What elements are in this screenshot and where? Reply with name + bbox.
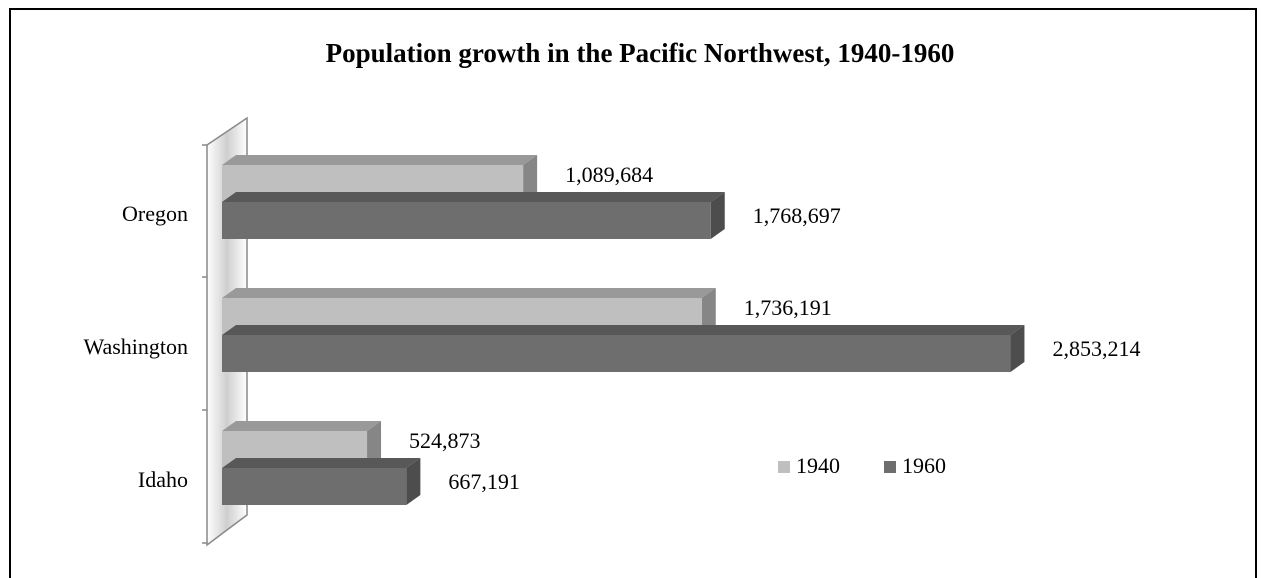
bar-top bbox=[222, 421, 382, 431]
bar bbox=[222, 458, 421, 505]
bar-side bbox=[406, 458, 421, 505]
value-label: 524,873 bbox=[409, 428, 481, 453]
value-label: 2,853,214 bbox=[1052, 336, 1140, 361]
bar-front bbox=[222, 202, 711, 239]
bar-top bbox=[222, 458, 421, 468]
value-label: 1,736,191 bbox=[744, 295, 832, 320]
value-label: 1,089,684 bbox=[565, 162, 653, 187]
bar-top bbox=[222, 192, 725, 202]
value-label: 1,768,697 bbox=[753, 203, 841, 228]
bar-side bbox=[523, 155, 538, 202]
chart-title: Population growth in the Pacific Northwe… bbox=[326, 38, 955, 68]
legend-swatch bbox=[884, 461, 896, 473]
bar-side bbox=[710, 192, 725, 239]
bar-top bbox=[222, 288, 716, 298]
bar bbox=[222, 325, 1025, 372]
category-label: Washington bbox=[83, 334, 188, 359]
frame bbox=[9, 8, 1257, 578]
bar-front bbox=[222, 335, 1011, 372]
legend-swatch bbox=[778, 461, 790, 473]
bar-side bbox=[1010, 325, 1025, 372]
bar-top bbox=[222, 155, 538, 165]
bar-top bbox=[222, 325, 1025, 335]
axis-ticks bbox=[202, 144, 207, 544]
category-label: Idaho bbox=[138, 467, 188, 492]
bar bbox=[222, 192, 725, 239]
category-label: Oregon bbox=[122, 201, 188, 226]
bar-front bbox=[222, 468, 407, 505]
bar-side bbox=[367, 421, 382, 468]
value-label: 667,191 bbox=[448, 469, 520, 494]
legend-label: 1940 bbox=[796, 453, 840, 478]
bar-side bbox=[701, 288, 716, 335]
legend-label: 1960 bbox=[902, 453, 946, 478]
